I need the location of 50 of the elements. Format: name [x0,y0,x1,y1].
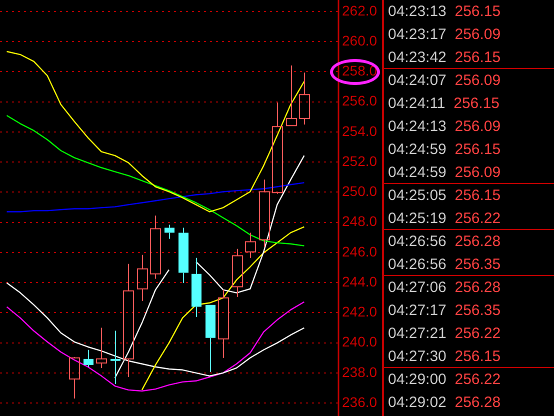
candlestick [245,232,256,258]
y-tick-label: 236.0 [342,394,378,410]
candlestick [272,102,284,194]
y-tick-label: 254.0 [342,122,378,139]
text: 04:26:56 256.28 [388,233,501,250]
y-tick-label: 248.0 [342,213,378,230]
y-tick-label: 242.0 [342,304,378,320]
candlestick [137,254,148,302]
text: 04:23:13 256.15 [388,3,501,20]
text: 04:27:06 256.28 [388,279,501,296]
candlestick [69,356,80,400]
candlestick [232,248,244,298]
y-tick-label: 258.0 [342,62,378,79]
text: 04:27:17 256.35 [388,302,501,319]
y-tick-label: 240.0 [342,334,378,350]
text: 04:27:30 256.15 [388,348,501,365]
candlestick [164,224,175,240]
text: 04:29:02 256.28 [388,394,501,411]
text: 04:24:59 256.09 [388,164,501,181]
candlestick [123,263,134,378]
y-tick-label: 250.0 [342,183,378,200]
text: 04:24:11 256.15 [388,95,500,112]
text: 04:25:05 256.15 [388,187,501,204]
candlestick [84,349,94,368]
text: 04:29:00 256.22 [388,371,501,388]
candlestick [192,257,202,318]
y-tick-label: 252.0 [342,152,378,169]
text: 04:24:13 256.09 [388,118,501,135]
candlestick [259,179,270,248]
y-tick-label: 256.0 [342,92,378,109]
y-tick-label: 238.0 [342,364,378,380]
text: 04:23:42 256.15 [388,49,501,66]
candlestick [96,327,108,368]
candlestick [206,304,216,373]
y-tick-label: 260.0 [342,32,378,48]
candlestick [218,289,230,358]
candlestick [110,330,121,384]
y-tick-label: 262.0 [342,2,378,18]
text: 04:26:56 256.35 [388,256,501,273]
candlestick [150,215,162,280]
text: 04:24:07 256.09 [388,72,501,89]
text: 04:24:59 256.15 [388,141,501,158]
text: 04:25:19 256.22 [388,210,501,227]
text: 04:23:17 256.09 [388,26,501,43]
candlestick [178,227,189,284]
candlestick [299,72,310,126]
y-tick-label: 246.0 [342,243,378,260]
y-tick-label: 244.0 [342,273,378,290]
text: 04:27:21 256.22 [388,325,501,342]
candlestick [286,65,298,126]
